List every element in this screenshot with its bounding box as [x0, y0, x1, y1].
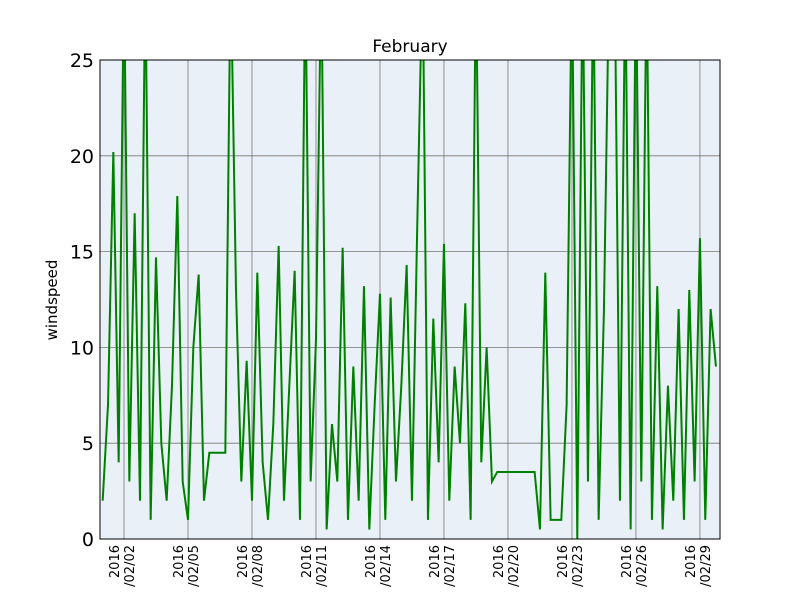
- x-tick-label: 2016 /02/08: [235, 545, 266, 587]
- data-line: [101, 60, 717, 539]
- x-tick-label: 2016 /02/20: [491, 545, 522, 587]
- x-tick-label: 2016 /02/11: [299, 545, 330, 587]
- x-tick-label: 2016 /02/14: [363, 545, 394, 587]
- y-tick-label: 15: [70, 242, 94, 264]
- y-tick-label: 25: [70, 50, 94, 72]
- x-tick-label: 2016 /02/02: [107, 545, 138, 587]
- y-axis-label: windspeed: [43, 260, 61, 341]
- x-tick-label: 2016 /02/17: [427, 545, 458, 587]
- x-tick-label: 2016 /02/26: [619, 545, 650, 587]
- x-tick-label: 2016 /02/05: [171, 545, 202, 587]
- chart-title: February: [372, 37, 447, 57]
- x-tick-label: 2016 /02/29: [683, 545, 714, 587]
- y-tick-label: 20: [70, 146, 94, 168]
- x-tick-label: 2016 /02/23: [555, 545, 586, 587]
- plot-frame: [99, 59, 721, 540]
- y-tick-label: 5: [82, 433, 94, 455]
- y-tick-label: 10: [70, 337, 94, 359]
- y-tick-label: 0: [82, 529, 94, 551]
